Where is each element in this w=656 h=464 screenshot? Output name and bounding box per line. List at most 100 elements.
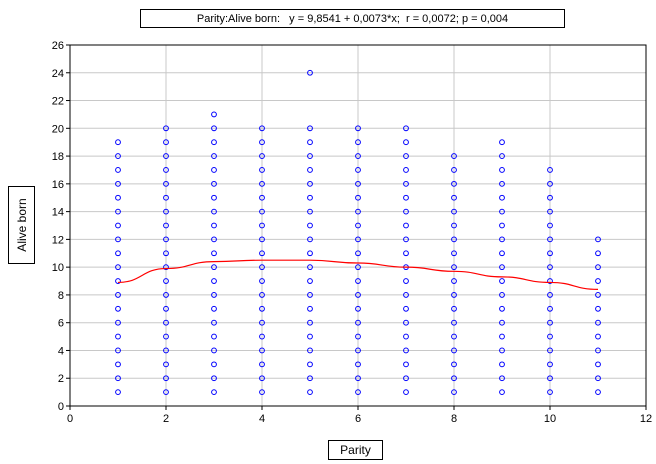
- data-point: [499, 319, 505, 326]
- data-point: [307, 333, 313, 340]
- data-point: [499, 139, 505, 146]
- data-point: [163, 208, 169, 215]
- data-point: [451, 278, 457, 284]
- data-point: [115, 194, 121, 201]
- data-point: [355, 180, 361, 187]
- data-point: [547, 250, 553, 257]
- data-point: [115, 347, 121, 354]
- x-axis-label: Parity: [328, 440, 383, 460]
- y-tick-label: 8: [58, 290, 64, 302]
- data-point: [451, 153, 457, 159]
- data-points: [115, 69, 601, 396]
- data-point: [355, 250, 361, 257]
- data-point: [355, 264, 361, 271]
- x-tick-label: 4: [259, 413, 265, 425]
- data-point: [355, 208, 361, 215]
- data-point: [211, 222, 217, 229]
- data-point: [259, 208, 265, 215]
- data-point: [259, 319, 265, 326]
- data-point: [307, 125, 313, 132]
- data-point: [307, 208, 313, 215]
- data-point: [307, 69, 313, 76]
- data-point: [403, 305, 409, 312]
- data-point: [595, 347, 601, 354]
- data-point: [211, 292, 217, 298]
- data-point: [403, 167, 409, 173]
- data-point: [115, 250, 121, 257]
- x-tick-label: 12: [640, 413, 652, 425]
- data-point: [499, 347, 505, 354]
- data-point: [451, 222, 457, 229]
- data-point: [307, 264, 313, 271]
- data-point: [115, 222, 121, 229]
- data-point: [499, 153, 505, 159]
- data-point: [307, 375, 313, 382]
- data-point: [403, 278, 409, 284]
- data-point: [451, 319, 457, 326]
- y-tick-label: 20: [52, 123, 64, 135]
- data-point: [307, 236, 313, 243]
- data-point: [403, 361, 409, 368]
- data-point: [547, 208, 553, 215]
- data-point: [211, 319, 217, 326]
- data-point: [163, 250, 169, 257]
- data-point: [211, 194, 217, 201]
- data-point: [163, 194, 169, 201]
- data-point: [259, 194, 265, 201]
- chart-title: Parity:Alive born: y = 9,8541 + 0,0073*x…: [140, 9, 565, 28]
- data-point: [259, 347, 265, 354]
- y-tick-label: 12: [52, 234, 64, 246]
- data-point: [403, 180, 409, 187]
- data-point: [307, 347, 313, 354]
- data-point: [451, 208, 457, 215]
- data-point: [259, 125, 265, 132]
- data-point: [355, 194, 361, 201]
- data-point: [115, 208, 121, 215]
- data-point: [211, 153, 217, 159]
- data-point: [403, 222, 409, 229]
- data-point: [163, 292, 169, 298]
- plot-area-frame: [69, 44, 647, 407]
- data-point: [451, 361, 457, 368]
- data-point: [451, 236, 457, 243]
- data-point: [451, 194, 457, 201]
- data-point: [547, 278, 553, 284]
- data-point: [163, 319, 169, 326]
- data-point: [259, 222, 265, 229]
- data-point: [355, 236, 361, 243]
- data-point: [355, 222, 361, 229]
- data-point: [115, 319, 121, 326]
- data-point: [499, 180, 505, 187]
- data-point: [163, 361, 169, 368]
- data-point: [451, 250, 457, 257]
- data-point: [211, 333, 217, 340]
- data-point: [451, 389, 457, 396]
- data-point: [547, 236, 553, 243]
- data-point: [259, 167, 265, 173]
- data-point: [547, 347, 553, 354]
- data-point: [211, 278, 217, 284]
- data-point: [259, 264, 265, 271]
- data-point: [163, 125, 169, 132]
- data-point: [115, 180, 121, 187]
- data-point: [163, 167, 169, 173]
- data-point: [547, 375, 553, 382]
- data-point: [403, 139, 409, 146]
- data-point: [115, 375, 121, 382]
- data-point: [451, 292, 457, 298]
- data-point: [163, 222, 169, 229]
- data-point: [451, 375, 457, 382]
- data-point: [547, 180, 553, 187]
- data-point: [163, 278, 169, 284]
- data-point: [499, 278, 505, 284]
- data-point: [499, 236, 505, 243]
- data-point: [115, 236, 121, 243]
- data-point: [355, 139, 361, 146]
- data-point: [259, 180, 265, 187]
- data-point: [547, 361, 553, 368]
- data-point: [499, 194, 505, 201]
- data-point: [499, 361, 505, 368]
- data-point: [307, 305, 313, 312]
